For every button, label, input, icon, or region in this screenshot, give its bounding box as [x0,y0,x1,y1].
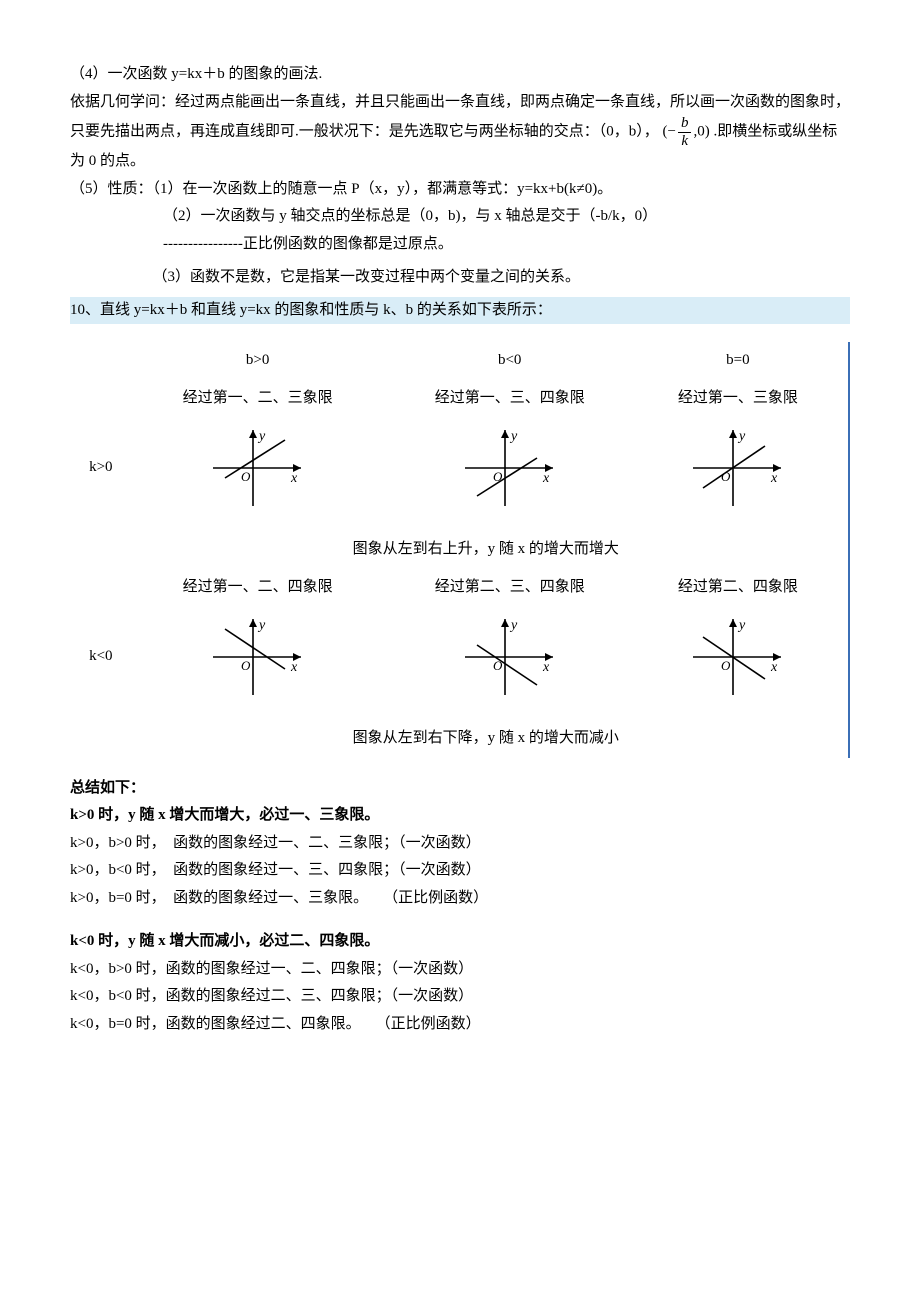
svg-text:x: x [542,660,550,675]
svg-text:O: O [721,469,731,484]
summary-kpos-1: k>0，b>0 时， 函数的图象经过一、二、三象限；（一次函数） [70,831,850,857]
graph-kpos-bpos: y x O [198,423,318,513]
summary-kneg-3: k<0，b=0 时，函数的图象经过二、四象限。 （正比例函数） [70,1012,850,1038]
graph-kpos-bzero: y x O [678,423,798,513]
quad-kneg-bneg: 经过第二、三、四象限 [384,569,636,607]
svg-text:x: x [542,471,550,486]
table-row: 图象从左到右下降，y 随 x 的增大而减小 [70,708,840,758]
summary-kpos-3: k>0，b=0 时， 函数的图象经过一、三象限。 （正比例函数） [70,886,850,912]
fraction-open: (− [663,123,676,139]
graph-cell: y x O [132,606,384,708]
svg-text:y: y [509,429,518,444]
item-5-line2a: （2）一次函数与 y 轴交点的坐标总是（0，b)，与 x 轴总是交于（-b/k，… [70,204,850,230]
item-4-body: 依据几何学问：经过两点能画出一条直线，并且只能画出一条直线，即两点确定一条直线，… [70,90,850,175]
svg-text:O: O [241,469,251,484]
fraction-bk: bk [678,115,692,149]
table-row: b>0 b<0 b=0 [70,342,840,380]
svg-text:y: y [509,618,518,633]
quad-kneg-bzero: 经过第二、四象限 [636,569,840,607]
item-5-line2b: ----------------正比例函数的图像都是过原点。 [70,232,850,258]
svg-text:O: O [721,658,731,673]
table-row: 经过第一、二、四象限 经过第二、三、四象限 经过第二、四象限 [70,569,840,607]
table-row: 图象从左到右上升，y 随 x 的增大而增大 [70,519,840,569]
quad-kpos-bzero: 经过第一、三象限 [636,380,840,418]
table-row: k>0 y x O y x O y x O [70,417,840,519]
graph-kneg-bpos: y x O [198,612,318,702]
quad-kpos-bpos: 经过第一、二、三象限 [132,380,384,418]
graph-cell: y x O [384,417,636,519]
graph-kneg-bneg: y x O [450,612,570,702]
label-k-neg: k<0 [70,606,132,708]
graph-cell: y x O [384,606,636,708]
fraction-numerator: b [678,115,692,133]
summary-kpos-2: k>0，b<0 时， 函数的图象经过一、三、四象限；（一次函数） [70,858,850,884]
property-table: b>0 b<0 b=0 经过第一、二、三象限 经过第一、三、四象限 经过第一、三… [70,342,840,758]
summary-kneg-head: k<0 时，y 随 x 增大而减小，必过二、四象限。 [70,929,850,955]
property-table-wrap: b>0 b<0 b=0 经过第一、二、三象限 经过第一、三、四象限 经过第一、三… [70,342,850,758]
quad-kneg-bpos: 经过第一、二、四象限 [132,569,384,607]
svg-text:x: x [290,660,298,675]
item-10-title: 10、直线 y=kx＋b 和直线 y=kx 的图象和性质与 k、b 的关系如下表… [70,297,850,325]
svg-text:y: y [257,429,266,444]
svg-text:O: O [493,658,503,673]
fraction-denominator: k [678,133,692,150]
svg-text:y: y [737,618,746,633]
header-b-zero: b=0 [636,342,840,380]
graph-kneg-bzero: y x O [678,612,798,702]
trend-kneg: 图象从左到右下降，y 随 x 的增大而减小 [132,708,840,758]
svg-text:x: x [770,660,778,675]
graph-cell: y x O [636,606,840,708]
graph-cell: y x O [132,417,384,519]
table-row: 经过第一、二、三象限 经过第一、三、四象限 经过第一、三象限 [70,380,840,418]
quad-kpos-bneg: 经过第一、三、四象限 [384,380,636,418]
item-5-line3: （3）函数不是数，它是指某一改变过程中两个变量之间的关系。 [70,265,850,291]
graph-cell: y x O [636,417,840,519]
svg-text:O: O [241,658,251,673]
svg-text:x: x [770,471,778,486]
item-5-line1: （5）性质：（1）在一次函数上的随意一点 P（x，y），都满意等式：y=kx+b… [70,177,850,203]
svg-text:x: x [290,471,298,486]
fraction-close: ,0) [693,123,709,139]
trend-kpos: 图象从左到右上升，y 随 x 的增大而增大 [132,519,840,569]
label-k-pos: k>0 [70,417,132,519]
summary-kpos-head: k>0 时，y 随 x 增大而增大，必过一、三象限。 [70,803,850,829]
summary-kneg-2: k<0，b<0 时，函数的图象经过二、三、四象限；（一次函数） [70,984,850,1010]
summary-kneg-1: k<0，b>0 时，函数的图象经过一、二、四象限；（一次函数） [70,957,850,983]
svg-text:y: y [737,429,746,444]
svg-text:O: O [493,469,503,484]
summary-title: 总结如下： [70,776,850,802]
header-b-pos: b>0 [132,342,384,380]
graph-kpos-bneg: y x O [450,423,570,513]
table-row: k<0 y x O y x O y x O [70,606,840,708]
header-b-neg: b<0 [384,342,636,380]
svg-text:y: y [257,618,266,633]
item-4-title: （4）一次函数 y=kx＋b 的图象的画法. [70,62,850,88]
